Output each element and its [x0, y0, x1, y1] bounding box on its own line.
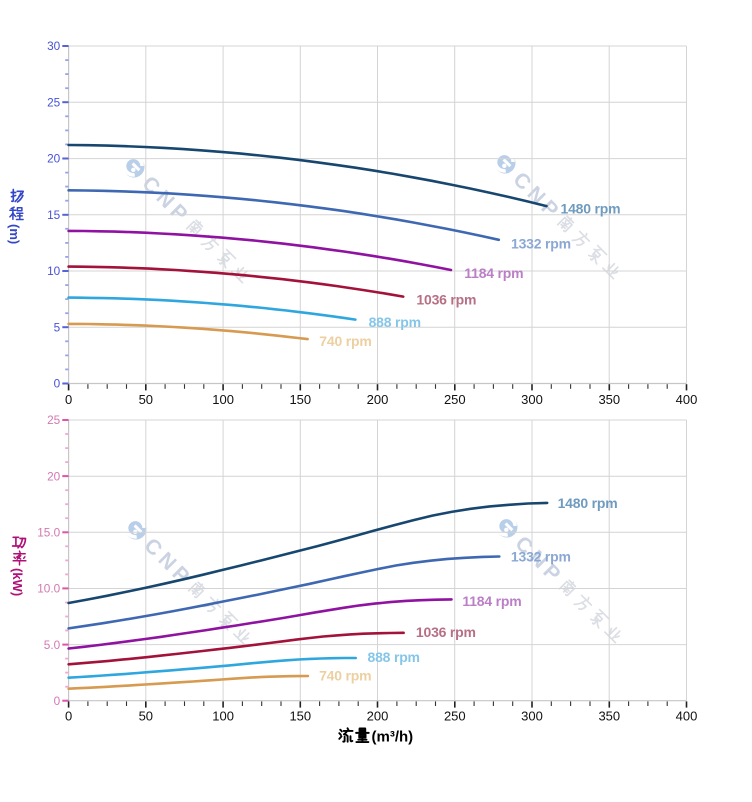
svg-text:20: 20: [47, 152, 61, 166]
svg-text:30: 30: [47, 39, 61, 53]
svg-text:400: 400: [676, 709, 698, 724]
svg-text:0: 0: [54, 377, 61, 391]
svg-text:25: 25: [47, 413, 61, 427]
svg-text:(m³/h): (m³/h): [372, 729, 414, 746]
svg-text:5.0: 5.0: [44, 638, 61, 652]
svg-text:10.0: 10.0: [37, 582, 60, 596]
svg-text:1480 rpm: 1480 rpm: [561, 201, 621, 217]
svg-text:250: 250: [444, 392, 466, 407]
svg-text:50: 50: [139, 709, 153, 724]
svg-text:300: 300: [521, 709, 543, 724]
svg-text:0: 0: [65, 392, 72, 407]
svg-text:5: 5: [54, 320, 61, 334]
svg-text:50: 50: [139, 392, 153, 407]
svg-text:25: 25: [47, 96, 61, 110]
svg-text:1332 rpm: 1332 rpm: [511, 549, 571, 565]
svg-text:0: 0: [54, 694, 61, 708]
svg-text:740 rpm: 740 rpm: [319, 668, 371, 684]
svg-text:350: 350: [598, 392, 620, 407]
svg-text:150: 150: [289, 709, 311, 724]
svg-text:150: 150: [289, 392, 311, 407]
svg-text:200: 200: [367, 709, 389, 724]
svg-text:(kW): (kW): [10, 568, 25, 596]
svg-text:15: 15: [47, 208, 61, 222]
svg-text:1332 rpm: 1332 rpm: [511, 236, 571, 252]
svg-text:(m): (m): [7, 224, 22, 244]
svg-text:100: 100: [212, 709, 234, 724]
svg-text:15.0: 15.0: [37, 526, 60, 540]
svg-text:740 rpm: 740 rpm: [319, 333, 371, 349]
svg-text:200: 200: [367, 392, 389, 407]
svg-text:20: 20: [47, 469, 61, 483]
svg-text:888 rpm: 888 rpm: [368, 649, 420, 665]
svg-text:250: 250: [444, 709, 466, 724]
svg-text:400: 400: [676, 392, 698, 407]
svg-text:1480 rpm: 1480 rpm: [558, 495, 618, 511]
svg-text:888 rpm: 888 rpm: [369, 314, 421, 330]
svg-text:350: 350: [598, 709, 620, 724]
svg-text:1036 rpm: 1036 rpm: [416, 292, 476, 308]
svg-text:1184 rpm: 1184 rpm: [462, 593, 521, 609]
svg-text:100: 100: [212, 392, 234, 407]
svg-text:10: 10: [47, 264, 61, 278]
svg-text:0: 0: [65, 709, 72, 724]
svg-text:1036 rpm: 1036 rpm: [416, 624, 476, 640]
svg-text:300: 300: [521, 392, 543, 407]
svg-text:1184 rpm: 1184 rpm: [464, 265, 523, 281]
